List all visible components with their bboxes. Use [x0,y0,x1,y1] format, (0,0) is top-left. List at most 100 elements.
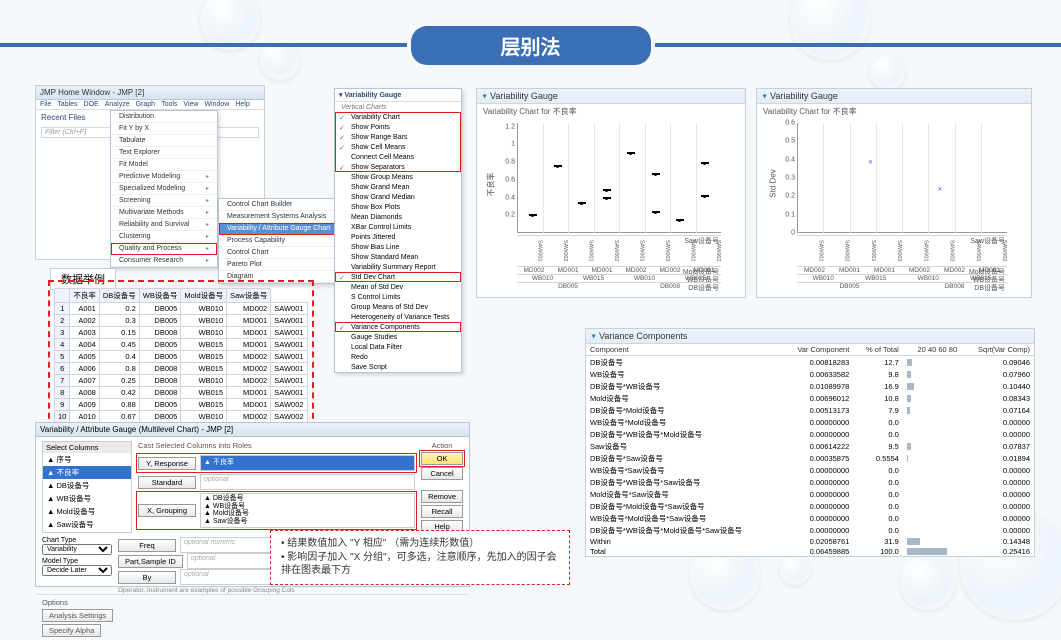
menu-doe[interactable]: DOE [84,101,99,108]
menubar[interactable]: File Tables DOE Analyze Graph Tools View Window… [36,100,264,110]
option-item[interactable]: Variance Components [335,322,461,332]
menu-item[interactable]: Predictive Modeling [111,171,217,183]
model-type-label: Model Type [42,558,78,565]
chart-type-select[interactable]: Variability [42,544,112,555]
variability-chart-2: Variability Gauge Variability Chart for … [756,88,1032,298]
model-type-select[interactable]: Decide Later [42,565,112,576]
menu-window[interactable]: Window [204,101,229,108]
menu-item[interactable]: Screening [111,195,217,207]
instruction-callout: • 结果数值加入 "Y 相应" （需为连续形数值） • 影响因子加入 "X 分组… [270,530,570,585]
menu-graph[interactable]: Graph [136,101,155,108]
y-response-field[interactable]: ▲ 不良率 [200,455,415,471]
option-item[interactable]: Show Box Plots [335,202,461,212]
cast-cols-label: Cast Selected Columns into Roles [138,441,415,450]
options-label: Options [42,598,463,607]
column-item[interactable]: ▲ Mold设备号 [43,505,131,518]
dialog-title: Variability / Attribute Gauge (Multileve… [36,423,469,437]
option-item[interactable]: Show Group Means [335,172,461,182]
option-item[interactable]: Show Standard Mean [335,252,461,262]
options-menu-subhead: Vertical Charts [335,102,461,112]
option-item[interactable]: Variability Chart [335,112,461,122]
variability-options-menu[interactable]: ▾ Variability Gauge Vertical Charts Vari… [334,88,462,373]
option-item[interactable]: Variability Summary Report [335,262,461,272]
option-item[interactable]: Local Data Filter [335,342,461,352]
option-item[interactable]: Show Separators [335,162,461,172]
menu-item[interactable]: Consumer Research [111,255,217,267]
menu-item[interactable]: Fit Model [111,159,217,171]
chart2-title: Variability Gauge [757,89,1031,104]
option-item[interactable]: Connect Cell Means [335,152,461,162]
option-item[interactable]: Heterogeneity of Variance Tests [335,312,461,322]
option-item[interactable]: S Control Limits [335,292,461,302]
option-item[interactable]: Redo [335,352,461,362]
variance-components-table: ComponentVar Component% of Total20 40 60… [586,344,1034,556]
option-item[interactable]: Show Range Bars [335,132,461,142]
column-item[interactable]: ▲ Saw设备号 [43,518,131,531]
menu-item[interactable]: Text Explorer [111,147,217,159]
option-item[interactable]: Gauge Studies [335,332,461,342]
select-columns-box[interactable]: Select Columns ▲ 序号▲ 不良率▲ DB设备号▲ WB设备号▲ … [42,441,132,533]
menu-item[interactable]: Fit Y by X [111,123,217,135]
standard-field[interactable]: optional [200,474,415,490]
chart1-subtitle: Variability Chart for 不良率 [477,104,745,119]
menu-item[interactable]: Tabulate [111,135,217,147]
chart2-plot: × × 00.10.20.30.40.50.6 [797,123,1007,233]
ok-button[interactable]: OK [421,452,463,465]
remove-button[interactable]: Remove [421,490,463,503]
dialog-note: Operator, Instrument are examples of pos… [118,587,463,594]
chart2-ylabel: Std Dev [769,169,778,197]
options-menu-header: ▾ Variability Gauge [335,89,461,102]
option-item[interactable]: Group Means of Std Dev [335,302,461,312]
option-item[interactable]: Save Script [335,362,461,372]
option-item[interactable]: Show Grand Mean [335,182,461,192]
cancel-button[interactable]: Cancel [421,467,463,480]
slide-title: 层别法 [411,26,651,65]
y-response-button[interactable]: Y, Response [138,457,196,470]
menu-view[interactable]: View [183,101,198,108]
chart2-subtitle: Variability Chart for 不良率 [757,104,1031,119]
window-title: JMP Home Window - JMP [2] [36,86,264,100]
menu-item[interactable]: Multivariate Methods [111,207,217,219]
option-item[interactable]: Show Points [335,122,461,132]
menu-item[interactable]: Distribution [111,111,217,123]
chart1-plot: 0.20.40.60.811.2 [517,123,721,233]
slide-title-bar: 层别法 [0,28,1061,62]
column-item[interactable]: ▲ WB设备号 [43,492,131,505]
standard-button[interactable]: Standard [138,476,196,489]
x-grouping-field[interactable]: ▲ DB设备号▲ WB设备号▲ Mold设备号▲ Saw设备号 [200,493,415,528]
option-item[interactable]: Show Cell Means [335,142,461,152]
column-item[interactable]: ▲ 序号 [43,453,131,466]
recall-button[interactable]: Recall [421,505,463,518]
option-item[interactable]: XBar Control Limits [335,222,461,232]
x-grouping-button[interactable]: X, Grouping [138,504,196,517]
column-item[interactable]: ▲ 不良率 [43,466,131,479]
part-button[interactable]: Part,Sample ID [118,555,183,568]
option-item[interactable]: Show Grand Median [335,192,461,202]
menu-item[interactable]: Reliability and Survival [111,219,217,231]
specify-alpha-button[interactable]: Specify Alpha [42,624,101,637]
menu-analyze[interactable]: Analyze [105,101,130,108]
by-button[interactable]: By [118,571,176,584]
menu-item[interactable]: Clustering [111,231,217,243]
menu-item[interactable]: Quality and Process [111,243,217,255]
analyze-menu[interactable]: DistributionFit Y by XTabulateText Explo… [110,110,218,268]
menu-item[interactable]: Specialized Modeling [111,183,217,195]
action-label: Action [421,441,463,450]
vcomp-title: Variance Components [586,329,1034,344]
option-item[interactable]: Std Dev Chart [335,272,461,282]
data-table-wrap: 不良率DB设备号WB设备号Mold设备号Saw设备号1A0010.2DB005W… [50,282,312,427]
menu-tables[interactable]: Tables [57,101,77,108]
option-item[interactable]: Mean Diamonds [335,212,461,222]
chart-type-label: Chart Type [42,537,76,544]
freq-button[interactable]: Freq [118,539,176,552]
menu-file[interactable]: File [40,101,51,108]
menu-help[interactable]: Help [235,101,249,108]
option-item[interactable]: Mean of Std Dev [335,282,461,292]
variability-chart-1: Variability Gauge Variability Chart for … [476,88,746,298]
analysis-settings-button[interactable]: Analysis Settings [42,609,113,622]
option-item[interactable]: Show Bias Line [335,242,461,252]
variance-components-panel: Variance Components ComponentVar Compone… [585,328,1035,557]
column-item[interactable]: ▲ DB设备号 [43,479,131,492]
menu-tools[interactable]: Tools [161,101,177,108]
option-item[interactable]: Points Jittered [335,232,461,242]
